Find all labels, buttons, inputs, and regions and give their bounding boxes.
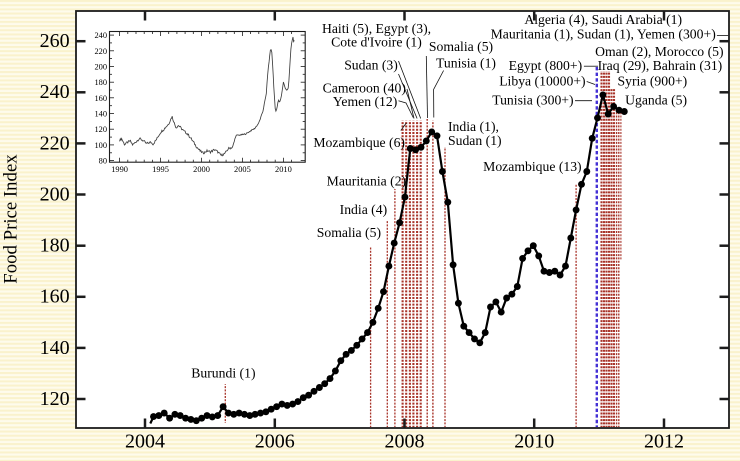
svg-text:Yemen (12): Yemen (12) [333, 94, 397, 110]
svg-text:100: 100 [94, 141, 107, 150]
svg-text:Oman (2), Morocco (5): Oman (2), Morocco (5) [595, 44, 723, 60]
svg-text:2000: 2000 [193, 165, 210, 174]
svg-text:2010: 2010 [275, 165, 292, 174]
svg-text:Tunisia (1): Tunisia (1) [436, 56, 496, 72]
svg-text:India (4): India (4) [340, 202, 388, 218]
svg-text:160: 160 [40, 286, 70, 308]
svg-text:240: 240 [40, 81, 70, 103]
svg-text:2006: 2006 [255, 431, 295, 453]
svg-text:240: 240 [94, 31, 107, 40]
svg-text:200: 200 [94, 63, 107, 72]
svg-text:Mozambique (6): Mozambique (6) [313, 135, 405, 151]
svg-text:2012: 2012 [644, 431, 684, 453]
svg-text:Somalia (5): Somalia (5) [317, 225, 381, 241]
svg-text:80: 80 [99, 157, 107, 166]
svg-text:140: 140 [94, 110, 107, 119]
svg-text:180: 180 [94, 78, 107, 87]
svg-text:140: 140 [40, 337, 70, 359]
svg-text:2008: 2008 [385, 431, 425, 453]
svg-text:Iraq (29), Bahrain (31): Iraq (29), Bahrain (31) [598, 58, 723, 74]
svg-text:Sudan (1): Sudan (1) [448, 133, 502, 149]
svg-text:Somalia (5): Somalia (5) [429, 39, 493, 55]
svg-text:2004: 2004 [125, 431, 165, 453]
svg-text:Tunisia (300+): Tunisia (300+) [492, 92, 573, 108]
svg-text:Algeria (4), Saudi Arabia (1): Algeria (4), Saudi Arabia (1) [524, 12, 682, 28]
svg-text:220: 220 [40, 132, 70, 154]
svg-text:160: 160 [94, 94, 107, 103]
svg-text:Cote d'Ivoire (1): Cote d'Ivoire (1) [331, 35, 422, 51]
svg-text:Mozambique (13): Mozambique (13) [483, 159, 581, 175]
svg-text:Mauritania (1), Sudan (1), Yem: Mauritania (1), Sudan (1), Yemen (300+) [491, 26, 716, 42]
svg-text:Libya (10000+): Libya (10000+) [499, 74, 585, 90]
svg-text:260: 260 [40, 30, 70, 52]
svg-text:120: 120 [40, 388, 70, 410]
svg-text:Food Price Index: Food Price Index [1, 154, 22, 284]
svg-text:Egypt (800+): Egypt (800+) [509, 58, 582, 74]
svg-text:Burundi (1): Burundi (1) [191, 365, 255, 381]
svg-text:200: 200 [40, 183, 70, 205]
svg-text:Uganda (5): Uganda (5) [625, 92, 687, 108]
svg-text:180: 180 [40, 235, 70, 257]
svg-text:1990: 1990 [111, 165, 128, 174]
svg-text:Haiti (5), Egypt (3),: Haiti (5), Egypt (3), [322, 21, 431, 37]
svg-text:Mauritania (2): Mauritania (2) [327, 173, 406, 189]
svg-text:120: 120 [94, 125, 107, 134]
svg-text:2005: 2005 [234, 165, 251, 174]
svg-text:India (1),: India (1), [448, 119, 499, 135]
svg-text:Cameroon (40): Cameroon (40) [323, 81, 406, 97]
svg-text:220: 220 [94, 47, 107, 56]
svg-text:1995: 1995 [152, 165, 169, 174]
svg-text:2010: 2010 [514, 431, 554, 453]
svg-text:Syria (900+): Syria (900+) [618, 74, 688, 90]
svg-text:Sudan (3): Sudan (3) [344, 58, 398, 74]
